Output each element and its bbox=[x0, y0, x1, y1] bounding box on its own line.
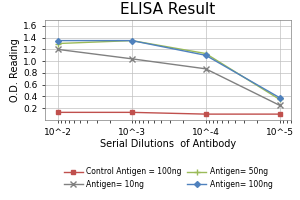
Antigen= 10ng bbox=[56, 48, 60, 51]
Antigen= 50ng bbox=[130, 39, 134, 42]
Antigen= 100ng bbox=[204, 54, 208, 56]
Antigen= 100ng bbox=[56, 39, 60, 42]
Line: Antigen= 100ng: Antigen= 100ng bbox=[56, 39, 282, 100]
Antigen= 10ng bbox=[204, 68, 208, 70]
Antigen= 50ng bbox=[204, 52, 208, 55]
Control Antigen = 100ng bbox=[278, 113, 281, 115]
Line: Antigen= 10ng: Antigen= 10ng bbox=[55, 47, 282, 108]
Antigen= 50ng bbox=[56, 42, 60, 45]
Line: Control Antigen = 100ng: Control Antigen = 100ng bbox=[56, 110, 282, 117]
Antigen= 100ng bbox=[278, 96, 281, 99]
Legend: Control Antigen = 100ng, Antigen= 10ng, Antigen= 50ng, Antigen= 100ng: Control Antigen = 100ng, Antigen= 10ng, … bbox=[62, 166, 274, 191]
Antigen= 10ng bbox=[130, 58, 134, 60]
Antigen= 50ng bbox=[278, 98, 281, 101]
Title: ELISA Result: ELISA Result bbox=[120, 2, 216, 17]
Control Antigen = 100ng bbox=[56, 111, 60, 114]
X-axis label: Serial Dilutions  of Antibody: Serial Dilutions of Antibody bbox=[100, 139, 236, 149]
Line: Antigen= 50ng: Antigen= 50ng bbox=[55, 37, 283, 103]
Y-axis label: O.D. Reading: O.D. Reading bbox=[10, 38, 20, 102]
Antigen= 100ng bbox=[130, 39, 134, 42]
Control Antigen = 100ng bbox=[130, 111, 134, 114]
Control Antigen = 100ng bbox=[204, 113, 208, 115]
Antigen= 10ng bbox=[278, 104, 281, 106]
